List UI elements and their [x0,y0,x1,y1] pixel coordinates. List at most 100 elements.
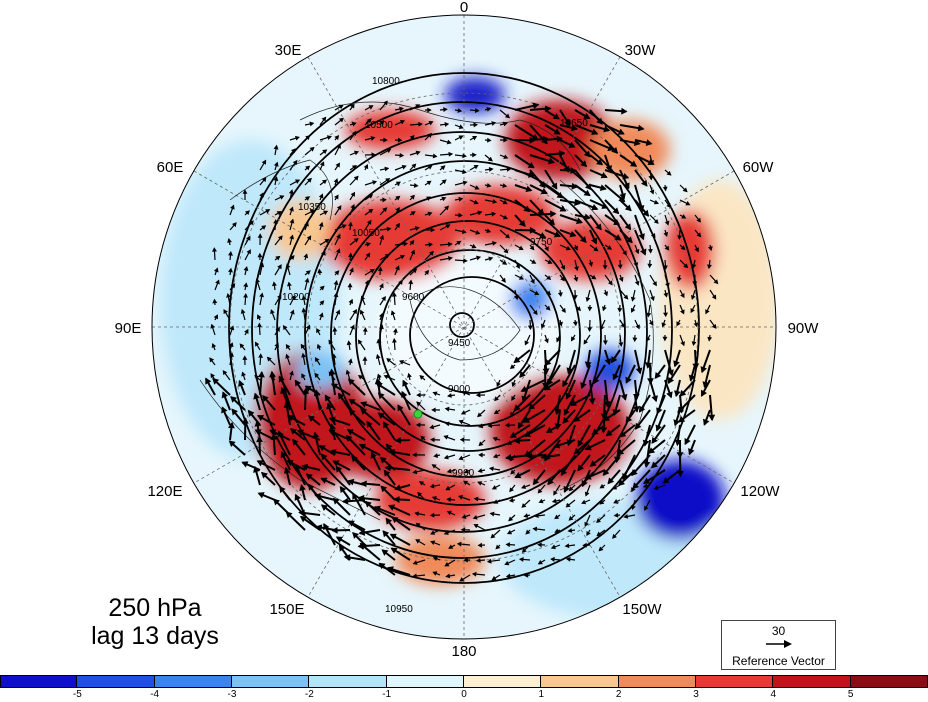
wind-vector-head [418,481,424,486]
wind-vector-head [693,322,699,328]
wind-vector-head [410,211,416,216]
wind-vector-head [664,245,670,251]
wind-vector-head [708,414,716,422]
contour-label: 9750 [530,237,553,248]
wind-vector-head [612,485,618,490]
wind-vector-head [426,180,432,186]
wind-vector-head [707,336,713,342]
wind-vector-head [231,222,237,228]
wind-vector-head [351,121,357,127]
colorbar-segment [154,675,232,688]
wind-vector-head [471,243,477,249]
colorbar-segment [541,675,619,688]
wind-vector-head [413,183,419,188]
wind-vector-head [569,399,578,406]
wind-vector-head [461,514,467,519]
wind-vector-head [550,556,555,562]
wind-vector-head [576,217,583,225]
wind-vector-head [241,371,246,377]
wind-vector-head [508,516,514,522]
wind-vector-head [222,370,228,376]
colorbar-segment [464,675,542,688]
wind-vector-head [348,252,353,258]
wind-vector-head [427,211,433,217]
wind-vector-head [625,376,632,384]
wind-vector-head [333,178,339,184]
wind-vector-head [654,372,662,380]
wind-vector-head [410,194,415,200]
contour-label: 10800 [372,76,400,87]
wind-vector-head [395,222,400,228]
wind-vector-head [565,556,571,562]
wind-vector-head [347,520,355,527]
wind-vector-head [587,306,593,312]
wind-vector-head [558,321,563,327]
wind-vector-head [580,160,588,168]
wind-vector-head [362,327,368,332]
wind-vector-head [591,128,599,136]
wind-vector-head [407,372,412,378]
wind-vector-head [458,212,463,218]
wind-vector-head [366,420,373,428]
wind-vector-head [525,185,533,193]
wind-vector-head [460,527,466,533]
wind-vector-head [676,276,682,282]
wind-vector-head [301,373,306,379]
wind-vector-head [545,305,551,311]
wind-vector-head [517,421,525,429]
wind-vector-head [476,255,482,261]
wind-vector-head [530,278,535,285]
wind-vector-head [424,269,430,275]
wind-vector-head [385,517,393,525]
wind-vector-head [621,107,628,115]
wind-vector-head [429,424,435,430]
wind-vector-head [343,554,351,562]
wind-vector-head [518,557,524,562]
wind-vector-head [473,523,479,529]
wind-vector-head [392,292,397,297]
wind-vector-head [314,493,322,500]
wind-vector-head [503,154,509,160]
wind-vector-head [635,324,640,330]
wind-vector-head [338,104,344,110]
wind-vector-head [444,121,450,127]
map-boundary [151,14,777,640]
contour-label: 9000 [448,384,471,395]
lon-label-30e: 30E [275,42,302,59]
wind-vector-head [690,307,695,314]
wind-vector-head [509,364,515,369]
wind-vector-head [643,461,651,468]
wind-vector-head [309,146,315,152]
wind-vector-head [477,210,483,216]
wind-vector-head [513,356,521,364]
wind-vector-head [320,477,328,484]
wind-vector-head [401,164,407,170]
wind-vector-head [458,495,463,500]
wind-vector-head [364,279,370,285]
contour-label: 10950 [385,604,413,615]
wind-vector-head [458,455,464,461]
wind-vector-head [651,395,659,403]
contour-label: 9600 [402,292,425,303]
wind-vector-head [328,368,336,376]
wind-vector-head [352,532,359,539]
wind-vector-head [254,374,260,380]
wind-vector-head [618,479,626,486]
wind-vector-head [389,533,397,540]
wind-vector-head [294,135,300,141]
wind-vector-head [617,128,625,135]
wind-vector-head [333,280,339,285]
wind-vector-head [532,102,540,110]
wind-vector-head [431,407,436,413]
wind-vector-head [244,210,250,216]
wind-vector-head [638,233,645,241]
wind-vector-head [688,448,695,456]
lon-label-90e: 90E [115,320,142,337]
wind-vector-head [417,491,423,497]
wind-vector-head [279,195,285,200]
wind-vector-head [212,298,218,304]
wind-vector-head [317,268,323,274]
wind-vector-head [663,312,668,318]
wind-vector-head [491,241,497,246]
wind-vector-head [446,139,452,145]
